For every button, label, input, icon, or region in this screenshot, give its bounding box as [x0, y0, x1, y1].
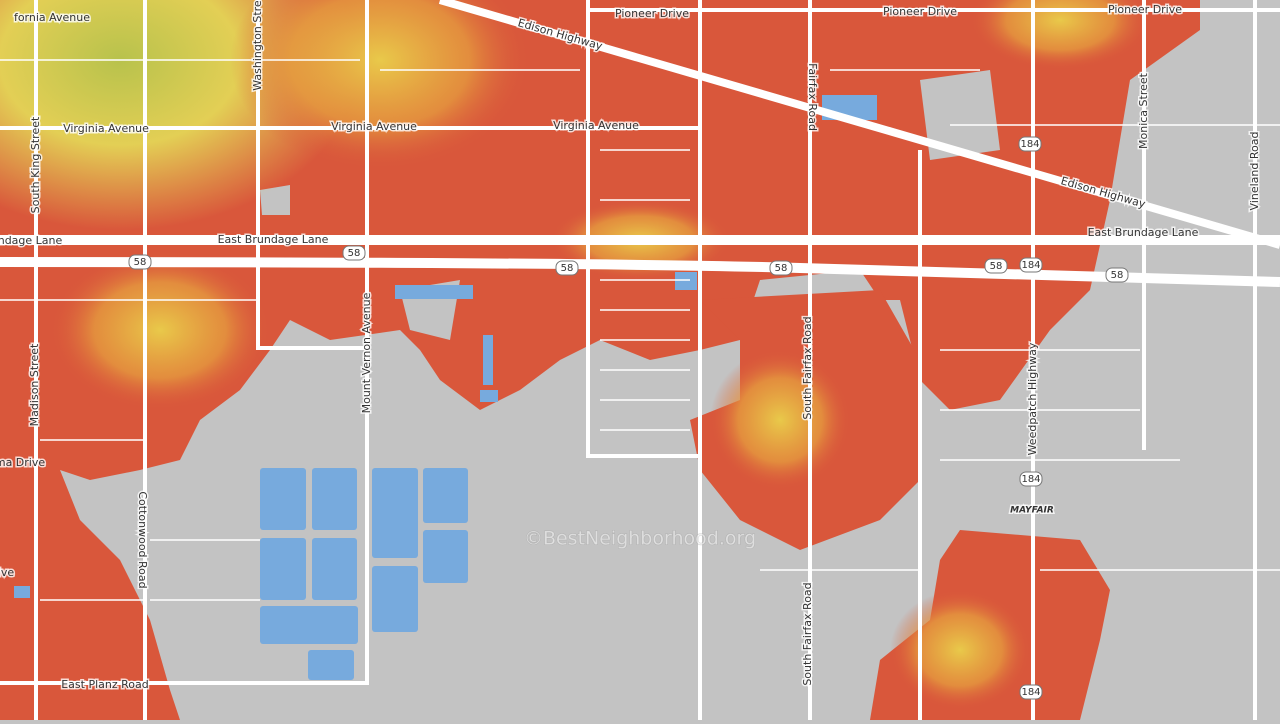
road-label[interactable]: South Fairfax Road — [800, 581, 816, 687]
road-label[interactable]: Fairfax Road — [805, 62, 821, 133]
route-shield — [984, 258, 1008, 274]
route-shield — [769, 260, 793, 276]
road-label[interactable]: Cottonwood Road — [135, 490, 151, 590]
road-label[interactable]: South King Street — [28, 115, 44, 215]
route-shield — [1019, 684, 1043, 700]
route-shield — [1019, 471, 1043, 487]
route-shield — [555, 260, 579, 276]
route-shield — [1019, 257, 1043, 273]
route-number: 184 — [1021, 687, 1040, 698]
road-label[interactable]: South Fairfax Road — [800, 315, 816, 421]
route-number: 184 — [1021, 474, 1040, 485]
route-number: 58 — [134, 257, 147, 268]
route-number: 184 — [1021, 260, 1040, 271]
water — [14, 95, 877, 680]
road-label[interactable]: Weedpatch Highway — [1025, 341, 1041, 457]
road-label[interactable]: Monica Street — [1136, 71, 1152, 151]
road-label[interactable]: East Brundage Lane — [216, 232, 330, 248]
watermark: ©BestNeighborhood.org — [524, 528, 756, 550]
road-label[interactable]: Virginia Avenue — [552, 118, 641, 134]
road-label[interactable]: Washington Street — [250, 0, 266, 92]
road-label[interactable]: Pioneer Drive — [1106, 2, 1183, 18]
road-label[interactable]: ma Drive — [0, 455, 47, 471]
route-shield — [1018, 136, 1042, 152]
road-label[interactable]: fornia Avenue — [12, 10, 91, 26]
road-label[interactable]: East Planz Road — [60, 677, 151, 693]
route-number: 58 — [561, 263, 574, 274]
route-number: 184 — [1020, 139, 1039, 150]
heatmap — [0, 0, 1200, 720]
road-label[interactable]: ndage Lane — [0, 233, 64, 249]
route-number: 58 — [990, 261, 1003, 272]
route-number: 58 — [775, 263, 788, 274]
route-shield — [342, 245, 366, 261]
road-label[interactable]: ive — [0, 565, 16, 581]
road-label[interactable]: Vineland Road — [1247, 130, 1263, 212]
road-label[interactable]: East Brundage Lane — [1086, 225, 1200, 241]
route-shield — [1105, 267, 1129, 283]
road-label[interactable]: Pioneer Drive — [613, 6, 690, 22]
route-shield — [128, 254, 152, 270]
route-number: 58 — [1111, 270, 1124, 281]
road-label[interactable]: Virginia Avenue — [62, 121, 151, 137]
route-number: 58 — [348, 248, 361, 259]
road-label[interactable]: Mount Vernon Avenue — [359, 291, 375, 415]
road-label[interactable]: Madison Street — [27, 342, 43, 428]
road-label[interactable]: Virginia Avenue — [330, 119, 419, 135]
place-label[interactable]: MAYFAIR — [1009, 504, 1056, 517]
road-label[interactable]: Pioneer Drive — [881, 4, 958, 20]
